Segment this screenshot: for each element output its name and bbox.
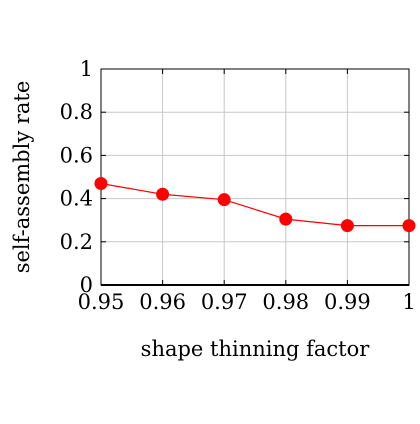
x-tick-label-1: 0.96 [139, 290, 186, 314]
y-tick-label-2: 0.4 [60, 187, 93, 211]
data-point-4 [340, 219, 354, 233]
axes: 0.95 0.96 0.97 0.98 0.99 1 0 0.2 0.4 0.6 0.8 1 [60, 57, 416, 314]
x-tick-label-2: 0.97 [201, 290, 248, 314]
data-point-5 [402, 219, 416, 233]
x-axis-label: shape thinning factor [141, 337, 371, 361]
x-tick-label-5: 1 [402, 290, 415, 314]
y-tick-label-3: 0.6 [60, 143, 93, 167]
x-tick-label-3: 0.98 [262, 290, 309, 314]
plot-frame [100, 68, 410, 286]
y-tick-label-1: 0.2 [60, 230, 93, 254]
y-tick-label-0: 0 [80, 273, 93, 297]
data-point-2 [217, 193, 231, 207]
grid [100, 68, 410, 286]
data-point-3 [279, 212, 293, 226]
series-layer [94, 176, 416, 233]
series-line-0 [100, 182, 409, 227]
y-tick-label-4: 0.8 [60, 100, 93, 124]
data-point-1 [156, 187, 170, 201]
y-axis-label: self-assembly rate [10, 81, 34, 274]
labels: shape thinning factor self-assembly rate [10, 81, 370, 361]
y-tick-label-5: 1 [80, 57, 93, 81]
x-tick-label-0: 0.95 [78, 290, 125, 314]
data-point-0 [94, 176, 108, 190]
x-tick-label-4: 0.99 [324, 290, 371, 314]
